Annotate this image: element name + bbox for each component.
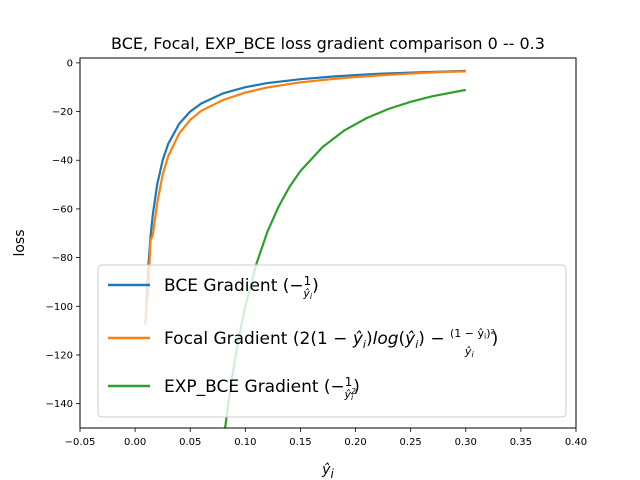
legend-label-exp-bce: EXP_BCE Gradient (−1 ŷ2 i) bbox=[164, 375, 360, 402]
legend-label-focal: Focal Gradient (2(1 − ŷi)log(ŷi) − (1 − … bbox=[164, 327, 498, 359]
x-tick-label: 0.40 bbox=[565, 437, 587, 448]
y-tick-label: −40 bbox=[52, 156, 73, 167]
legend-label-bce: BCE Gradient (−1 ŷi) bbox=[164, 274, 319, 301]
series-line-bce bbox=[144, 69, 466, 320]
chart-title: BCE, Focal, EXP_BCE loss gradient compar… bbox=[111, 34, 545, 54]
y-tick-label: −60 bbox=[52, 204, 73, 215]
x-axis-label: ŷi bbox=[321, 462, 334, 480]
y-tick-label: −140 bbox=[46, 399, 73, 410]
y-axis-label: loss bbox=[12, 229, 28, 256]
x-tick-label: 0.05 bbox=[179, 437, 201, 448]
x-tick-label: −0.05 bbox=[65, 437, 96, 448]
x-tick-label: 0.00 bbox=[124, 437, 146, 448]
y-tick-label: −100 bbox=[46, 302, 73, 313]
x-tick-label: 0.10 bbox=[234, 437, 256, 448]
x-tick-label: 0.35 bbox=[510, 437, 532, 448]
legend-box bbox=[97, 264, 567, 418]
plot-frame bbox=[79, 57, 577, 429]
y-axis-ticks: 0 −20 −40 −60 −80 −100 −120 −140 bbox=[46, 58, 80, 410]
y-tick-label: −80 bbox=[52, 253, 73, 264]
legend: BCE Gradient (−1 ŷi) Focal Gradient (2(1 … bbox=[97, 264, 567, 418]
x-tick-label: 0.20 bbox=[344, 437, 366, 448]
y-tick-label: 0 bbox=[67, 58, 73, 69]
x-axis-ticks: −0.05 0.00 0.05 0.10 0.15 0.20 0.25 0.30 0.35 0.4… bbox=[65, 428, 587, 448]
x-tick-label: 0.30 bbox=[455, 437, 477, 448]
series-line-focal bbox=[144, 70, 466, 325]
y-tick-label: −20 bbox=[52, 107, 73, 118]
y-tick-label: −120 bbox=[46, 350, 73, 361]
x-tick-label: 0.25 bbox=[400, 437, 422, 448]
x-tick-label: 0.15 bbox=[289, 437, 311, 448]
